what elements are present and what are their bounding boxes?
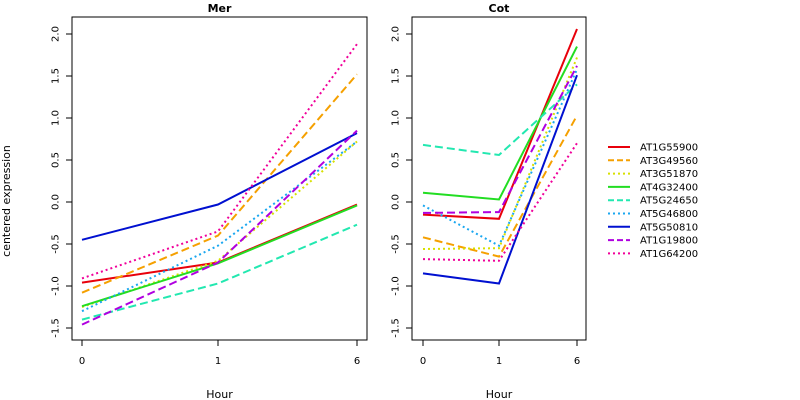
legend-label-at3g51870: AT3G51870: [640, 169, 698, 180]
cot-series-at1g55900: [422, 28, 578, 220]
mer-plot-frame: [71, 16, 368, 341]
cot-plot-frame: [411, 16, 587, 341]
cot-panel-title: Cot: [489, 2, 510, 15]
panel-mer: Mer -1.5 -1.0 -0.5 0.0 0.5 1.0 1.5 2.0 0 1 6 Hour: [51, 2, 368, 400]
cot-x-axis-label: Hour: [486, 388, 513, 400]
cot-x-tick-label: 0: [420, 356, 426, 367]
legend: AT1G55900 AT3G49560 AT3G51870 AT4G32400 AT5G…: [608, 143, 698, 260]
legend-label-at1g55900: AT1G55900: [640, 143, 698, 154]
cot-x-tick-label: 1: [496, 356, 502, 367]
cot-series-at1g19800: [422, 65, 578, 214]
cot-series-at3g49560: [422, 115, 578, 258]
mer-series-at3g49560: [81, 73, 358, 294]
cot-series-at5g24650: [422, 83, 578, 157]
legend-label-at4g32400: AT4G32400: [640, 182, 698, 193]
legend-label-at3g49560: AT3G49560: [640, 156, 698, 167]
mer-panel-title: Mer: [208, 2, 232, 15]
mer-series-at5g50810: [81, 132, 358, 241]
cot-y-tick-label: 0.5: [391, 152, 402, 168]
mer-x-axis-label: Hour: [206, 388, 233, 400]
legend-label-at1g64200: AT1G64200: [640, 249, 698, 260]
cot-x-tick-label: 6: [574, 356, 580, 367]
mer-y-tick-label: 1.5: [51, 68, 62, 84]
cot-y-tick-label: 1.5: [391, 68, 402, 84]
mer-x-tick-label: 1: [215, 356, 221, 367]
cot-y-tick-label: -1.0: [391, 276, 402, 296]
legend-label-at1g19800: AT1G19800: [640, 236, 698, 247]
y-axis-label: centered expression: [0, 145, 13, 257]
cot-series-at1g64200: [422, 142, 578, 262]
mer-x-tick-label: 6: [354, 356, 360, 367]
legend-label-at5g46800: AT5G46800: [640, 209, 698, 220]
mer-series-at1g19800: [81, 129, 358, 326]
mer-x-tick-label: 0: [79, 356, 85, 367]
mer-series-at1g64200: [81, 43, 358, 280]
cot-y-tick-label: 0.0: [391, 194, 402, 210]
legend-label-at5g24650: AT5G24650: [640, 196, 698, 207]
mer-series-at5g46800: [81, 140, 358, 313]
mer-y-tick-label: -1.0: [51, 276, 62, 296]
mer-series-at1g55900: [81, 203, 358, 284]
legend-label-at5g50810: AT5G50810: [640, 222, 698, 233]
cot-series-at3g51870: [422, 57, 578, 250]
cot-y-tick-label: -0.5: [391, 234, 402, 254]
cot-y-tick-label: 2.0: [391, 26, 402, 42]
mer-y-tick-label: 0.5: [51, 152, 62, 168]
cot-y-tick-label: -1.5: [391, 318, 402, 338]
mer-y-tick-label: 0.0: [51, 194, 62, 210]
mer-y-tick-label: 1.0: [51, 110, 62, 126]
mer-y-tick-label: -1.5: [51, 318, 62, 338]
cot-series-at5g46800: [422, 68, 578, 248]
cot-series-at4g32400: [422, 46, 578, 201]
mer-y-tick-label: 2.0: [51, 26, 62, 42]
mer-series-at5g24650: [81, 223, 358, 321]
cot-y-tick-label: 1.0: [391, 110, 402, 126]
cot-series-at5g50810: [422, 74, 578, 285]
panel-cot: Cot -1.5 -1.0 -0.5 0.0 0.5 1.0 1.5 2.0 0 1 6 Hour: [391, 2, 587, 400]
mer-series-at3g51870: [81, 140, 358, 308]
mer-y-tick-label: -0.5: [51, 234, 62, 254]
